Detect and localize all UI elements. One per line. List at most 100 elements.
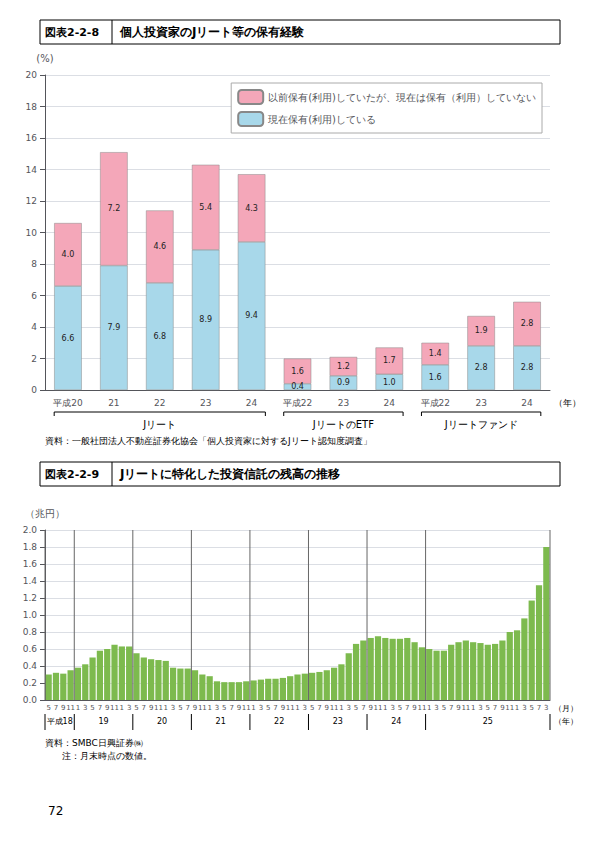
svg-text:0.4: 0.4: [291, 382, 304, 391]
svg-text:3: 3: [390, 704, 394, 712]
svg-text:5: 5: [310, 704, 314, 712]
svg-text:図表2-2-8: 図表2-2-8: [45, 26, 99, 39]
svg-text:3: 3: [83, 704, 87, 712]
svg-text:23: 23: [475, 398, 486, 408]
svg-text:7: 7: [142, 704, 146, 712]
svg-text:72: 72: [48, 804, 63, 818]
svg-text:平成18: 平成18: [47, 717, 73, 726]
svg-text:4.6: 4.6: [153, 242, 166, 251]
svg-text:平成22: 平成22: [421, 398, 450, 408]
svg-text:Jリート: Jリート: [142, 419, 176, 430]
svg-text:11: 11: [242, 704, 251, 712]
svg-text:3: 3: [434, 704, 438, 712]
svg-text:5.4: 5.4: [199, 203, 212, 212]
svg-text:25: 25: [483, 717, 493, 726]
svg-text:3: 3: [171, 704, 175, 712]
svg-text:1: 1: [207, 704, 211, 712]
svg-text:5: 5: [222, 704, 226, 712]
svg-text:11: 11: [286, 704, 295, 712]
svg-text:図表2-2-9: 図表2-2-9: [45, 468, 99, 481]
svg-text:1.7: 1.7: [383, 356, 396, 365]
svg-text:1: 1: [120, 704, 124, 712]
svg-text:9: 9: [281, 704, 285, 712]
svg-text:3: 3: [303, 704, 307, 712]
svg-text:1: 1: [164, 704, 168, 712]
svg-text:9: 9: [456, 704, 460, 712]
svg-text:9: 9: [237, 704, 241, 712]
svg-text:1.9: 1.9: [475, 326, 488, 335]
svg-text:1.2: 1.2: [337, 362, 350, 371]
svg-text:22: 22: [154, 398, 165, 408]
svg-text:4: 4: [31, 322, 37, 332]
svg-text:以前保有(利用)していたが、現在は保有（利用）していない: 以前保有(利用)していたが、現在は保有（利用）していない: [268, 92, 536, 103]
svg-text:1: 1: [427, 704, 431, 712]
svg-text:1.4: 1.4: [429, 349, 442, 358]
svg-text:1: 1: [251, 704, 255, 712]
svg-text:2.0: 2.0: [23, 525, 38, 535]
svg-text:3: 3: [478, 704, 482, 712]
svg-text:5: 5: [134, 704, 138, 712]
svg-text:現在保有(利用)している: 現在保有(利用)している: [268, 114, 376, 125]
svg-text:11: 11: [417, 704, 426, 712]
svg-text:5: 5: [46, 704, 50, 712]
svg-text:Jリートに特化した投資信託の残高の推移: Jリートに特化した投資信託の残高の推移: [119, 467, 340, 481]
svg-text:9: 9: [105, 704, 109, 712]
svg-text:7: 7: [54, 704, 58, 712]
svg-text:16: 16: [26, 133, 38, 143]
svg-text:0.4: 0.4: [23, 661, 38, 671]
svg-text:6: 6: [31, 291, 37, 301]
svg-text:10: 10: [26, 228, 38, 238]
svg-text:（年）: （年）: [554, 717, 578, 726]
svg-text:3: 3: [544, 704, 548, 712]
svg-text:1.4: 1.4: [23, 576, 38, 586]
svg-text:個人投資家のJリート等の保有経験: 個人投資家のJリート等の保有経験: [119, 25, 305, 39]
svg-text:8.9: 8.9: [199, 315, 212, 324]
svg-text:0: 0: [31, 385, 37, 395]
svg-text:（兆円）: （兆円）: [25, 508, 65, 519]
svg-text:7: 7: [405, 704, 409, 712]
svg-text:9.4: 9.4: [245, 311, 258, 320]
svg-text:JリートのETF: JリートのETF: [312, 419, 374, 430]
svg-text:1.6: 1.6: [291, 367, 304, 376]
svg-text:4.0: 4.0: [62, 250, 75, 259]
svg-text:0.2: 0.2: [23, 678, 37, 688]
svg-text:1: 1: [295, 704, 299, 712]
svg-text:11: 11: [461, 704, 470, 712]
svg-text:11: 11: [374, 704, 383, 712]
svg-text:18: 18: [26, 102, 38, 112]
svg-text:1.0: 1.0: [23, 610, 38, 620]
svg-text:11: 11: [330, 704, 339, 712]
svg-text:20: 20: [26, 70, 38, 80]
svg-text:(%): (%): [36, 53, 53, 64]
svg-text:（年）: （年）: [554, 398, 581, 408]
svg-text:9: 9: [412, 704, 416, 712]
svg-text:19: 19: [98, 717, 108, 726]
svg-text:11: 11: [110, 704, 119, 712]
svg-text:7: 7: [229, 704, 233, 712]
svg-text:9: 9: [368, 704, 372, 712]
svg-text:資料：SMBC日興証券㈱: 資料：SMBC日興証券㈱: [45, 738, 143, 748]
svg-text:2.8: 2.8: [521, 363, 534, 372]
svg-text:1.6: 1.6: [429, 373, 442, 382]
svg-text:9: 9: [193, 704, 197, 712]
svg-text:3: 3: [522, 704, 526, 712]
svg-text:9: 9: [61, 704, 65, 712]
svg-text:5: 5: [266, 704, 270, 712]
svg-text:5: 5: [398, 704, 402, 712]
svg-text:5: 5: [178, 704, 182, 712]
svg-text:1: 1: [76, 704, 80, 712]
svg-text:1: 1: [471, 704, 475, 712]
svg-text:7: 7: [98, 704, 102, 712]
svg-text:2: 2: [31, 354, 37, 364]
svg-text:9: 9: [149, 704, 153, 712]
svg-text:20: 20: [157, 717, 167, 726]
svg-text:5: 5: [442, 704, 446, 712]
svg-text:4.3: 4.3: [245, 204, 258, 213]
svg-text:22: 22: [274, 717, 284, 726]
svg-text:5: 5: [529, 704, 533, 712]
svg-text:1.6: 1.6: [23, 559, 38, 569]
svg-text:7.2: 7.2: [107, 204, 120, 213]
svg-text:7: 7: [361, 704, 365, 712]
svg-text:1: 1: [515, 704, 519, 712]
svg-text:11: 11: [198, 704, 207, 712]
